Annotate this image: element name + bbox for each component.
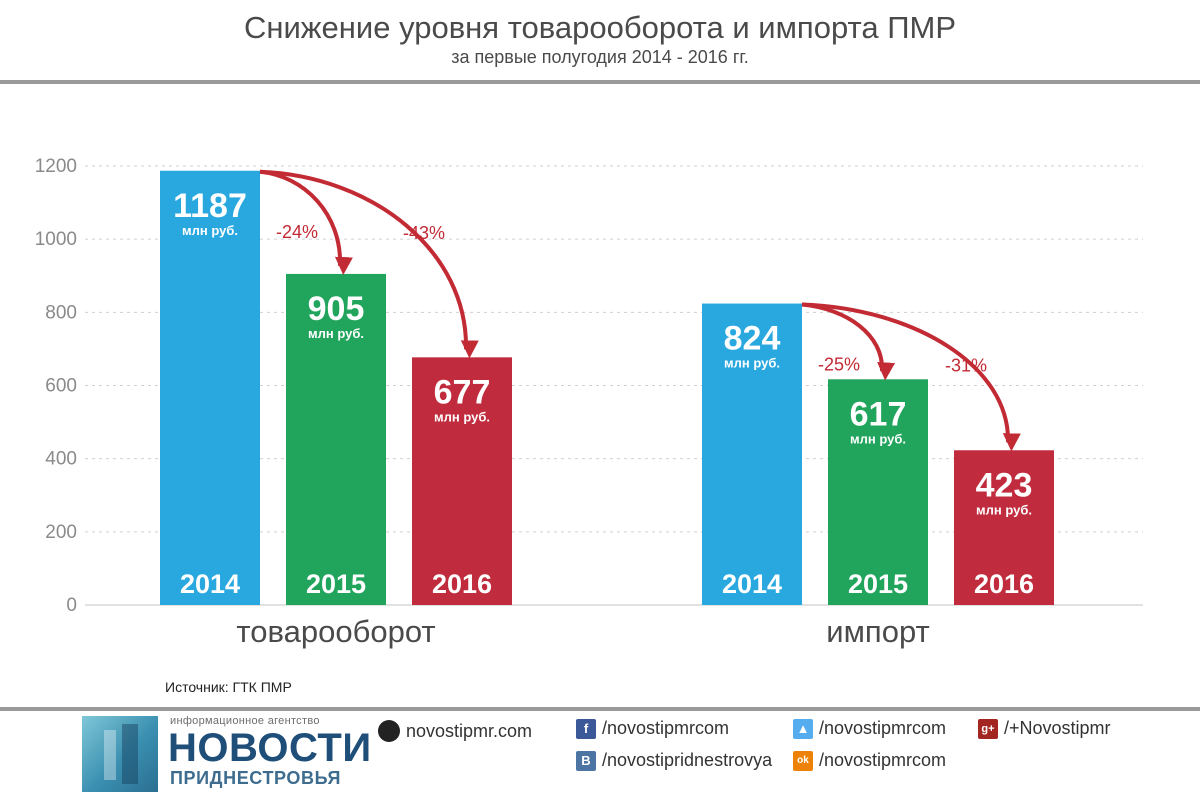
y-tick-label: 1200	[35, 156, 77, 177]
googleplus-link[interactable]: g+ /+Novostipmr	[978, 718, 1111, 739]
bar-value-label: 617	[850, 395, 907, 433]
twitter-link[interactable]: ▲ /novostipmrcom	[793, 718, 946, 739]
bar-year-label: 2015	[306, 569, 366, 599]
bar-2015	[286, 273, 386, 605]
vk-icon: B	[576, 750, 596, 771]
facebook-label: /novostipmrcom	[602, 718, 730, 738]
change-percent-label: -25%	[818, 355, 860, 375]
bar-value-label: 905	[308, 290, 365, 328]
change-percent-label: -31%	[945, 356, 987, 376]
agency-logo	[82, 716, 158, 792]
bar-2014	[702, 303, 802, 605]
agency-tagline: информационное агентство	[170, 715, 320, 727]
top-divider	[0, 80, 1200, 84]
bar-2016	[412, 357, 512, 605]
chart-title: Снижение уровня товарооборота и импорта …	[243, 10, 957, 45]
bar-unit-label: млн руб.	[182, 223, 238, 238]
bar-unit-label: млн руб.	[850, 431, 906, 446]
website-link[interactable]: novostipmr.com	[378, 720, 532, 742]
odnoklassniki-label: /novostipmrcom	[819, 750, 947, 770]
chart-subtitle: за первые полугодия 2014 - 2016 гг.	[451, 47, 749, 67]
source-note: Источник: ГТК ПМР	[165, 679, 292, 695]
agency-name: НОВОСТИ	[168, 726, 372, 770]
globe-icon	[378, 720, 400, 742]
change-arrow	[259, 169, 353, 276]
bar-2015	[828, 379, 928, 605]
bar-unit-label: млн руб.	[976, 502, 1032, 517]
change-percent-label: -24%	[276, 222, 318, 242]
bar-unit-label: млн руб.	[434, 409, 490, 424]
change-arrow	[801, 302, 1021, 452]
y-tick-label: 400	[45, 449, 77, 470]
bar-year-label: 2014	[180, 569, 240, 599]
agency-region: ПРИДНЕСТРОВЬЯ	[170, 768, 342, 788]
vk-link[interactable]: B /novostipridnestrovya	[576, 750, 772, 771]
bar-value-label: 677	[434, 373, 491, 411]
bar-2016	[954, 450, 1054, 605]
vk-label: /novostipridnestrovya	[602, 750, 773, 770]
bar-value-label: 1187	[173, 187, 247, 225]
bar-year-label: 2015	[848, 569, 908, 599]
bar-year-label: 2014	[722, 569, 782, 599]
twitter-label: /novostipmrcom	[819, 718, 947, 738]
bar-value-label: 824	[724, 320, 781, 358]
bar-year-label: 2016	[432, 569, 492, 599]
facebook-link[interactable]: f /novostipmrcom	[576, 718, 729, 739]
change-arrow	[259, 169, 479, 359]
odnoklassniki-link[interactable]: ok /novostipmrcom	[793, 750, 946, 771]
bottom-divider	[0, 707, 1200, 711]
y-tick-label: 1000	[35, 229, 77, 250]
y-tick-label: 0	[66, 595, 77, 616]
bar-unit-label: млн руб.	[308, 326, 364, 341]
y-tick-label: 200	[45, 522, 77, 543]
odnoklassniki-icon: ok	[793, 750, 813, 771]
bar-year-label: 2016	[974, 569, 1034, 599]
y-tick-label: 800	[45, 302, 77, 323]
twitter-icon: ▲	[793, 718, 813, 739]
bar-unit-label: млн руб.	[724, 356, 780, 371]
bar-value-label: 423	[976, 466, 1033, 504]
googleplus-icon: g+	[978, 718, 998, 739]
bar-2014	[160, 170, 260, 605]
y-tick-label: 600	[45, 376, 77, 397]
change-percent-label: -43%	[403, 223, 445, 243]
facebook-icon: f	[576, 718, 596, 739]
group-label: импорт	[826, 614, 929, 649]
group-label: товарооборот	[236, 614, 435, 649]
website-label: novostipmr.com	[406, 720, 533, 741]
googleplus-label: /+Novostipmr	[1004, 718, 1111, 738]
